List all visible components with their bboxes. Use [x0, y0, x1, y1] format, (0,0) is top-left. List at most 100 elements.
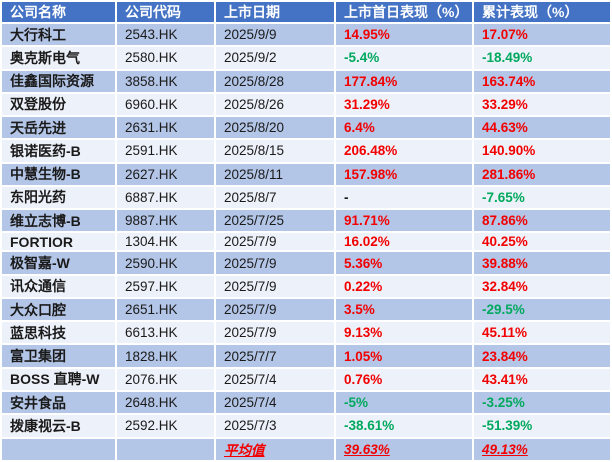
average-label-cell: 平均值	[216, 438, 334, 460]
company-code-cell: 6613.HK	[117, 322, 214, 344]
listing-date-cell: 2025/7/3	[216, 415, 334, 437]
company-code-cell: 2648.HK	[117, 392, 214, 414]
company-name-cell: 富卫集团	[2, 345, 115, 367]
table-row: 蓝思科技 6613.HK 2025/7/9 9.13% 45.11%	[2, 322, 610, 344]
company-name-cell: 大众口腔	[2, 298, 115, 321]
cumulative-performance-cell: 87.86%	[474, 210, 610, 232]
company-code-cell: 2597.HK	[117, 275, 214, 297]
company-name-cell: 天岳先进	[2, 117, 115, 139]
cumulative-performance-cell: 17.07%	[474, 24, 610, 46]
table-row: 维立志博-B 9887.HK 2025/7/25 91.71% 87.86%	[2, 210, 610, 232]
listing-date-cell: 2025/7/4	[216, 368, 334, 390]
cumulative-performance-cell: 23.84%	[474, 345, 610, 367]
company-code-cell: 2591.HK	[117, 140, 214, 162]
table-row: 佳鑫国际资源 3858.HK 2025/8/28 177.84% 163.74%	[2, 70, 610, 92]
first-day-performance-cell: 16.02%	[336, 233, 472, 251]
average-cumulative-cell: 49.13%	[474, 438, 610, 460]
first-day-performance-cell: 91.71%	[336, 210, 472, 232]
cumulative-performance-cell: -7.65%	[474, 186, 610, 209]
first-day-performance-cell: -38.61%	[336, 415, 472, 437]
first-day-performance-cell: 9.13%	[336, 322, 472, 344]
company-name-cell: 奥克斯电气	[2, 47, 115, 69]
company-name-cell: 大行科工	[2, 24, 115, 46]
first-day-performance-cell: -5.4%	[336, 47, 472, 69]
cumulative-performance-cell: 140.90%	[474, 140, 610, 162]
table-row: 安井食品 2648.HK 2025/7/4 -5% -3.25%	[2, 392, 610, 414]
company-code-cell: 2590.HK	[117, 252, 214, 274]
listing-date-cell: 2025/9/2	[216, 47, 334, 69]
listing-date-cell: 2025/8/7	[216, 186, 334, 209]
company-code-cell: 1828.HK	[117, 345, 214, 367]
listing-date-cell: 2025/8/15	[216, 140, 334, 162]
first-day-performance-cell: 6.4%	[336, 117, 472, 139]
first-day-performance-cell: 3.5%	[336, 298, 472, 321]
company-code-cell: 3858.HK	[117, 70, 214, 92]
listing-date-cell: 2025/9/9	[216, 24, 334, 46]
table-row: 东阳光药 6887.HK 2025/8/7 - -7.65%	[2, 186, 610, 209]
company-code-cell: 2651.HK	[117, 298, 214, 321]
listing-date-cell: 2025/8/11	[216, 163, 334, 185]
first-day-performance-cell: 1.05%	[336, 345, 472, 367]
table-row: 富卫集团 1828.HK 2025/7/7 1.05% 23.84%	[2, 345, 610, 367]
company-name-cell: 维立志博-B	[2, 210, 115, 232]
company-code-cell: 2580.HK	[117, 47, 214, 69]
company-name-cell: 讯众通信	[2, 275, 115, 297]
listing-date-cell: 2025/7/9	[216, 252, 334, 274]
table-row: 大众口腔 2651.HK 2025/7/9 3.5% -29.5%	[2, 298, 610, 321]
empty-cell	[117, 438, 214, 460]
company-code-cell: 2543.HK	[117, 24, 214, 46]
cumulative-performance-cell: 43.41%	[474, 368, 610, 390]
first-day-performance-cell: 157.98%	[336, 163, 472, 185]
table-row: BOSS 直聘-W 2076.HK 2025/7/4 0.76% 43.41%	[2, 368, 610, 390]
first-day-performance-cell: 177.84%	[336, 70, 472, 92]
listing-date-cell: 2025/7/9	[216, 275, 334, 297]
table-row: 讯众通信 2597.HK 2025/7/9 0.22% 32.84%	[2, 275, 610, 297]
listing-date-cell: 2025/7/25	[216, 210, 334, 232]
cumulative-performance-cell: -18.49%	[474, 47, 610, 69]
cumulative-performance-cell: 281.86%	[474, 163, 610, 185]
first-day-performance-cell: 0.22%	[336, 275, 472, 297]
company-name-cell: 安井食品	[2, 392, 115, 414]
listing-date-cell: 2025/8/26	[216, 93, 334, 116]
average-row: 平均值 39.63% 49.13%	[2, 438, 610, 460]
listing-date-cell: 2025/7/7	[216, 345, 334, 367]
company-name-cell: 蓝思科技	[2, 322, 115, 344]
company-code-cell: 2631.HK	[117, 117, 214, 139]
first-day-performance-cell: -5%	[336, 392, 472, 414]
first-day-performance-cell: 0.76%	[336, 368, 472, 390]
listing-date-cell: 2025/8/20	[216, 117, 334, 139]
column-header-listing-date: 上市日期	[216, 2, 334, 22]
company-code-cell: 9887.HK	[117, 210, 214, 232]
company-code-cell: 1304.HK	[117, 233, 214, 251]
table-row: 拨康视云-B 2592.HK 2025/7/3 -38.61% -51.39%	[2, 415, 610, 437]
cumulative-performance-cell: -29.5%	[474, 298, 610, 321]
column-header-first-day-performance: 上市首日表现（%）	[336, 2, 472, 22]
first-day-performance-cell: 206.48%	[336, 140, 472, 162]
cumulative-performance-cell: 33.29%	[474, 93, 610, 116]
cumulative-performance-cell: 163.74%	[474, 70, 610, 92]
table-row: FORTIOR 1304.HK 2025/7/9 16.02% 40.25%	[2, 233, 610, 251]
company-name-cell: 极智嘉-W	[2, 252, 115, 274]
company-code-cell: 2627.HK	[117, 163, 214, 185]
listing-date-cell: 2025/7/9	[216, 298, 334, 321]
company-name-cell: 双登股份	[2, 93, 115, 116]
listing-date-cell: 2025/7/9	[216, 322, 334, 344]
column-header-company-code: 公司代码	[117, 2, 214, 22]
cumulative-performance-cell: 32.84%	[474, 275, 610, 297]
company-name-cell: 东阳光药	[2, 186, 115, 209]
cumulative-performance-cell: -3.25%	[474, 392, 610, 414]
company-name-cell: BOSS 直聘-W	[2, 368, 115, 390]
first-day-performance-cell: -	[336, 186, 472, 209]
company-code-cell: 2592.HK	[117, 415, 214, 437]
table-row: 大行科工 2543.HK 2025/9/9 14.95% 17.07%	[2, 24, 610, 46]
average-first-day-cell: 39.63%	[336, 438, 472, 460]
table-row: 中慧生物-B 2627.HK 2025/8/11 157.98% 281.86%	[2, 163, 610, 185]
column-header-cumulative-performance: 累计表现（%）	[474, 2, 610, 22]
company-name-cell: FORTIOR	[2, 233, 115, 251]
listing-date-cell: 2025/7/9	[216, 233, 334, 251]
company-name-cell: 佳鑫国际资源	[2, 70, 115, 92]
company-name-cell: 银诺医药-B	[2, 140, 115, 162]
cumulative-performance-cell: 44.63%	[474, 117, 610, 139]
first-day-performance-cell: 14.95%	[336, 24, 472, 46]
